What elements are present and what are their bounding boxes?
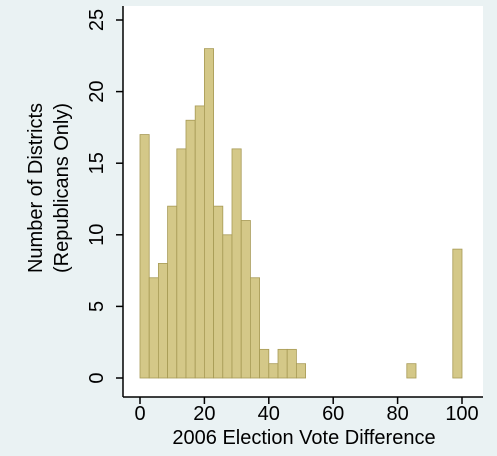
- y-axis-title: Number of Districts (Republicans Only): [25, 103, 73, 273]
- y-tick-label: 20: [86, 80, 108, 102]
- bars-group: [139, 48, 463, 379]
- x-ticks-group: 0 20 40 60 80 100: [134, 397, 479, 425]
- histogram-bar: [259, 348, 270, 379]
- histogram-bar: [157, 263, 168, 379]
- y-ticks-group: 0 5 10 15 20 25: [86, 9, 123, 384]
- histogram-bar: [452, 248, 463, 379]
- histogram-bar: [231, 148, 242, 379]
- y-tick-label: 15: [86, 152, 108, 174]
- histogram-bar: [139, 134, 150, 379]
- histogram-bar: [286, 348, 297, 379]
- y-tick-label: 10: [86, 224, 108, 246]
- x-tick-label: 20: [193, 403, 215, 425]
- histogram-bar: [194, 105, 205, 379]
- x-tick-label: 40: [258, 403, 280, 425]
- x-tick-label: 60: [322, 403, 344, 425]
- y-tick-label: 25: [86, 9, 108, 31]
- histogram-bar: [185, 119, 196, 379]
- histogram-bar: [167, 205, 178, 379]
- histogram-bar: [295, 363, 306, 379]
- x-tick-label: 100: [445, 403, 478, 425]
- x-tick-label: 0: [134, 403, 145, 425]
- y-axis-title-line-2: (Republicans Only): [51, 103, 73, 273]
- histogram-bar: [249, 277, 260, 379]
- histogram-bar: [222, 234, 233, 379]
- x-tick-label: 80: [386, 403, 408, 425]
- y-axis-title-line-1: Number of Districts: [25, 103, 47, 273]
- histogram-bar: [268, 363, 279, 379]
- histogram-bar: [240, 220, 251, 379]
- histogram-bar: [406, 363, 417, 379]
- histogram-bar: [277, 348, 288, 379]
- y-tick-label: 5: [86, 301, 108, 312]
- x-axis-title: 2006 Election Vote Difference: [172, 427, 435, 449]
- y-tick-label: 0: [86, 372, 108, 383]
- histogram-bar: [203, 48, 214, 379]
- histogram-bar: [148, 277, 159, 379]
- histogram-bar: [176, 148, 187, 379]
- histogram-bar: [213, 205, 224, 379]
